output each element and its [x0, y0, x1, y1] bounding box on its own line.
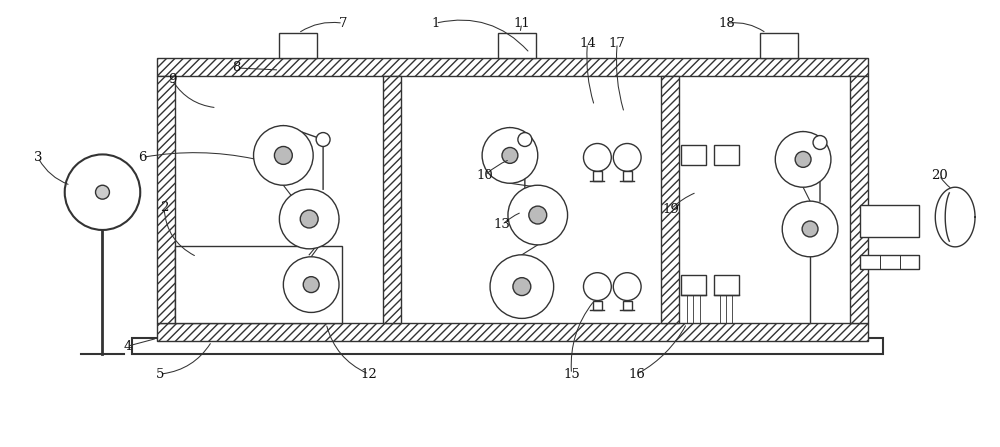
- Text: 15: 15: [563, 367, 580, 380]
- Text: 19: 19: [662, 202, 679, 215]
- Circle shape: [274, 147, 292, 164]
- Circle shape: [583, 273, 611, 300]
- Circle shape: [482, 127, 538, 183]
- Bar: [860, 205, 919, 237]
- Circle shape: [802, 221, 818, 237]
- Circle shape: [583, 143, 611, 171]
- Circle shape: [96, 185, 109, 199]
- Text: 20: 20: [931, 169, 948, 182]
- Circle shape: [813, 135, 827, 149]
- Circle shape: [283, 257, 339, 312]
- Circle shape: [254, 126, 313, 185]
- Circle shape: [782, 201, 838, 257]
- Text: 2: 2: [160, 201, 168, 214]
- Text: 6: 6: [138, 151, 146, 164]
- Circle shape: [613, 273, 641, 300]
- Circle shape: [303, 277, 319, 293]
- Circle shape: [502, 148, 518, 163]
- Bar: [623, 171, 632, 181]
- Text: 8: 8: [232, 62, 241, 75]
- Bar: [279, 33, 317, 58]
- Text: 1: 1: [431, 17, 440, 30]
- Circle shape: [279, 189, 339, 249]
- Text: 7: 7: [339, 17, 347, 30]
- Circle shape: [513, 278, 531, 295]
- Circle shape: [795, 152, 811, 167]
- Bar: [157, 58, 868, 76]
- Bar: [623, 300, 632, 311]
- Bar: [593, 171, 602, 181]
- Text: 17: 17: [609, 37, 626, 50]
- Bar: [175, 246, 342, 323]
- Bar: [157, 76, 175, 323]
- Text: 4: 4: [123, 340, 132, 353]
- Text: 9: 9: [168, 73, 176, 86]
- Bar: [383, 76, 401, 323]
- Bar: [593, 300, 602, 311]
- Bar: [760, 33, 798, 58]
- Text: 3: 3: [34, 151, 42, 164]
- Circle shape: [508, 185, 568, 245]
- Circle shape: [529, 206, 547, 224]
- Bar: [132, 338, 883, 354]
- Circle shape: [316, 133, 330, 147]
- Text: 13: 13: [494, 219, 510, 232]
- Bar: [681, 274, 706, 295]
- Circle shape: [775, 131, 831, 187]
- Bar: [661, 76, 679, 323]
- Bar: [714, 274, 739, 295]
- Bar: [681, 145, 706, 165]
- Text: 12: 12: [360, 367, 377, 380]
- Text: 5: 5: [156, 367, 164, 380]
- Text: 14: 14: [579, 37, 596, 50]
- Bar: [157, 323, 868, 341]
- Bar: [850, 76, 868, 323]
- Text: 18: 18: [718, 17, 735, 30]
- Circle shape: [613, 143, 641, 171]
- Bar: [860, 255, 919, 269]
- Text: 11: 11: [513, 17, 530, 30]
- Circle shape: [518, 133, 532, 147]
- Text: 10: 10: [477, 169, 493, 182]
- Circle shape: [300, 210, 318, 228]
- Circle shape: [490, 255, 554, 318]
- Bar: [714, 145, 739, 165]
- Bar: [498, 33, 536, 58]
- Text: 16: 16: [629, 367, 646, 380]
- Circle shape: [65, 154, 140, 230]
